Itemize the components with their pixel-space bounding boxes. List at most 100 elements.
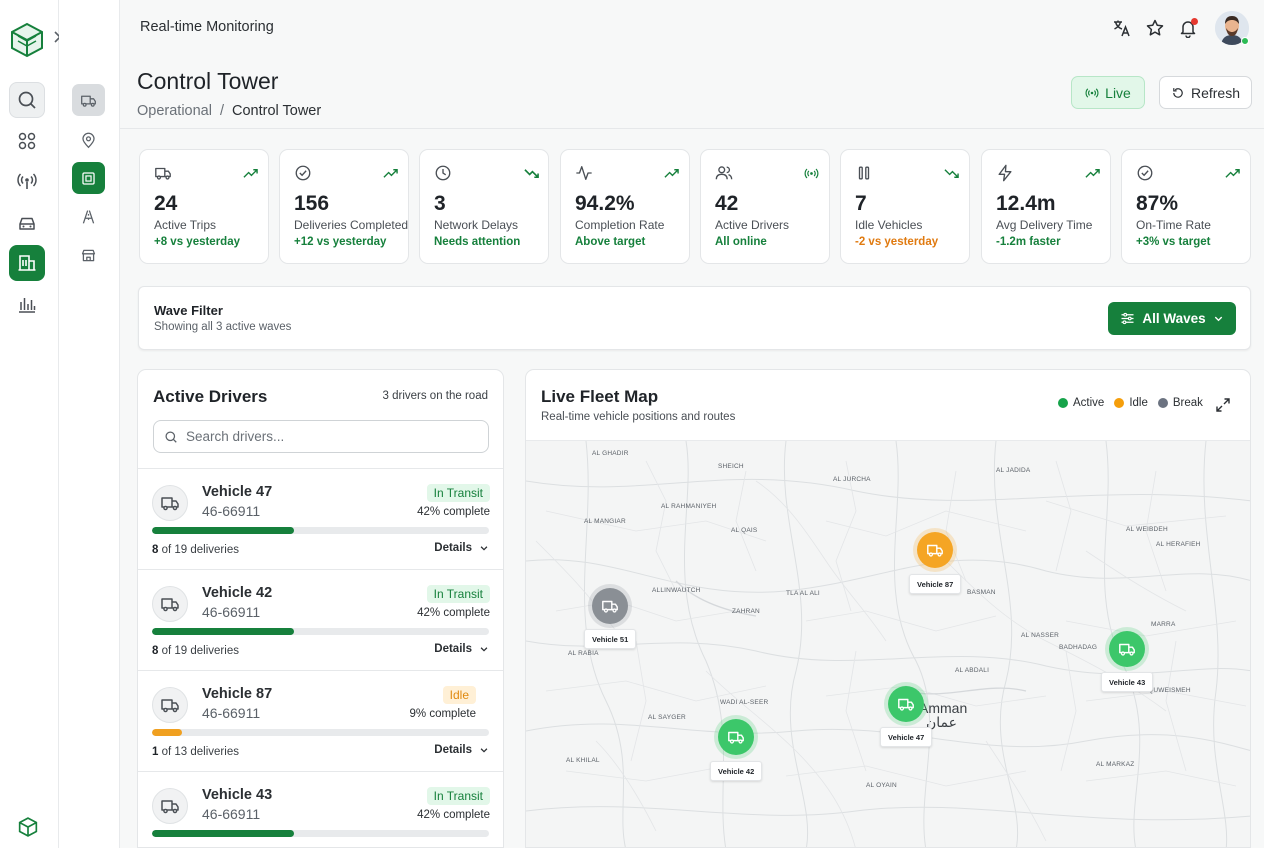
- trend-down-icon: [944, 166, 959, 181]
- kpi-card[interactable]: 156 Deliveries Completed +12 vs yesterda…: [279, 149, 409, 264]
- progress-bar: [152, 527, 489, 534]
- live-button[interactable]: Live: [1071, 76, 1145, 109]
- refresh-button[interactable]: Refresh: [1159, 76, 1252, 109]
- vehicle-name: Vehicle 42: [202, 585, 273, 601]
- activity-icon: [575, 164, 593, 182]
- kpi-label: Deliveries Completed: [294, 218, 409, 232]
- kpi-card[interactable]: 87% On-Time Rate +3% vs target: [1121, 149, 1251, 264]
- trend-up-icon: [1225, 166, 1240, 181]
- kpi-value: 42: [715, 192, 739, 215]
- details-toggle[interactable]: Details: [434, 744, 489, 756]
- route-icon[interactable]: [72, 200, 105, 232]
- analytics-bars-icon[interactable]: [9, 286, 45, 322]
- sliders-icon: [1120, 311, 1135, 326]
- kpi-value: 156: [294, 192, 330, 215]
- online-status-dot: [1241, 37, 1249, 45]
- star-icon[interactable]: [1143, 16, 1167, 40]
- vehicle-name: Vehicle 87: [202, 686, 273, 702]
- location-pin-icon[interactable]: [72, 124, 105, 156]
- progress-fill: [152, 729, 183, 736]
- kpi-card[interactable]: 3 Network Delays Needs attention: [419, 149, 549, 264]
- map-place-label: AL MANGIAR: [584, 518, 626, 525]
- store-icon[interactable]: [72, 239, 105, 271]
- truck-icon: [154, 164, 172, 182]
- truck-nav-icon[interactable]: [72, 84, 105, 116]
- details-label: Details: [434, 542, 472, 554]
- driver-row[interactable]: Vehicle 43 46-66911 In Transit 42% compl…: [138, 771, 503, 847]
- users-icon: [715, 164, 733, 182]
- vehicle-marker-break[interactable]: [592, 588, 628, 624]
- kpi-card[interactable]: 42 Active Drivers All online: [700, 149, 830, 264]
- clock-icon: [434, 164, 452, 182]
- deliveries-total: of 19 deliveries: [161, 544, 239, 556]
- vehicle-marker-idle[interactable]: [917, 532, 953, 568]
- status-badge: In Transit: [426, 484, 490, 502]
- wave-filter-bar: Wave Filter Showing all 3 active waves A…: [138, 286, 1251, 350]
- vehicle-marker-active[interactable]: [888, 686, 924, 722]
- map-place-label: AL KHILAL: [566, 757, 600, 764]
- truck-icon: [152, 485, 188, 521]
- check-circle-icon: [1136, 164, 1154, 182]
- kpi-card[interactable]: 24 Active Trips +8 vs yesterday: [139, 149, 269, 264]
- trend-up-icon: [383, 166, 398, 181]
- legend-dot-idle: [1114, 398, 1125, 408]
- progress-fill: [152, 628, 294, 635]
- driver-row[interactable]: Vehicle 87 46-66911 Idle 9% complete 1 o…: [138, 670, 503, 771]
- kpi-card[interactable]: 94.2% Completion Rate Above target: [560, 149, 690, 264]
- breadcrumb-separator: /: [219, 103, 224, 119]
- map-city-label: Amman: [919, 700, 968, 716]
- driver-row[interactable]: Vehicle 47 46-66911 In Transit 42% compl…: [138, 468, 503, 569]
- vehicle-marker-label: Vehicle 47: [880, 727, 933, 747]
- broadcast-icon[interactable]: [9, 163, 45, 199]
- top-bar-title: Real-time Monitoring: [140, 19, 274, 35]
- live-fleet-map-panel: Live Fleet Map Real-time vehicle positio…: [525, 369, 1251, 848]
- drivers-panel-title: Active Drivers: [153, 387, 268, 406]
- app-logo[interactable]: [10, 22, 44, 58]
- kpi-card[interactable]: 12.4m Avg Delivery Time -1.2m faster: [981, 149, 1111, 264]
- truck-icon: [152, 586, 188, 622]
- map-place-label: BASMAN: [967, 589, 996, 596]
- kpi-label: Idle Vehicles: [855, 218, 923, 232]
- refresh-icon: [1171, 86, 1185, 100]
- map-place-label: AL JADIDA: [996, 467, 1031, 474]
- expand-map-icon[interactable]: [1215, 397, 1231, 413]
- warehouse-icon[interactable]: [9, 245, 45, 281]
- progress-bar: [152, 628, 489, 635]
- vehicle-marker-active[interactable]: [1109, 631, 1145, 667]
- map-canvas[interactable]: AL GHADIR SHEICH AL JURCHA AL JADIDA AL …: [526, 440, 1250, 847]
- legend-dot-active: [1058, 398, 1068, 408]
- all-waves-dropdown[interactable]: All Waves: [1108, 302, 1236, 335]
- deliveries-total: of 13 deliveries: [161, 746, 239, 758]
- car-icon[interactable]: [9, 205, 45, 241]
- search-nav-icon[interactable]: [9, 82, 45, 118]
- breadcrumb-parent[interactable]: Operational: [137, 103, 212, 119]
- dashboard-grid-icon[interactable]: [9, 123, 45, 159]
- search-drivers-input[interactable]: [186, 429, 476, 444]
- details-toggle[interactable]: Details: [434, 542, 489, 554]
- active-drivers-panel: Active Drivers 3 drivers on the road Veh…: [137, 369, 504, 848]
- primary-sidebar: [0, 0, 62, 848]
- truck-icon: [152, 788, 188, 824]
- driver-row[interactable]: Vehicle 42 46-66911 In Transit 42% compl…: [138, 569, 503, 670]
- kpi-card[interactable]: 7 Idle Vehicles -2 vs yesterday: [840, 149, 970, 264]
- control-tower-icon[interactable]: [72, 162, 105, 194]
- completion-percent: 42% complete: [417, 607, 490, 619]
- user-avatar[interactable]: [1215, 11, 1249, 45]
- kpi-label: Avg Delivery Time: [996, 218, 1093, 232]
- vehicle-marker-active[interactable]: [718, 719, 754, 755]
- deliveries-count: 8 of 19 deliveries: [152, 544, 239, 556]
- map-place-label: AL GHADIR: [592, 450, 629, 457]
- driver-search[interactable]: [153, 420, 489, 453]
- bolt-icon: [996, 164, 1014, 182]
- map-place-label: AL QUWEISMEH: [1138, 687, 1191, 694]
- details-toggle[interactable]: Details: [434, 643, 489, 655]
- trend-up-icon: [664, 166, 679, 181]
- map-city-label-arabic: عمان: [926, 714, 957, 730]
- progress-fill: [152, 830, 294, 837]
- bell-icon[interactable]: [1176, 16, 1200, 40]
- vehicle-marker-label: Vehicle 42: [710, 761, 763, 781]
- translate-icon[interactable]: [1110, 16, 1134, 40]
- kpi-value: 12.4m: [996, 192, 1056, 215]
- truck-icon: [152, 687, 188, 723]
- trend-up-icon: [243, 166, 258, 181]
